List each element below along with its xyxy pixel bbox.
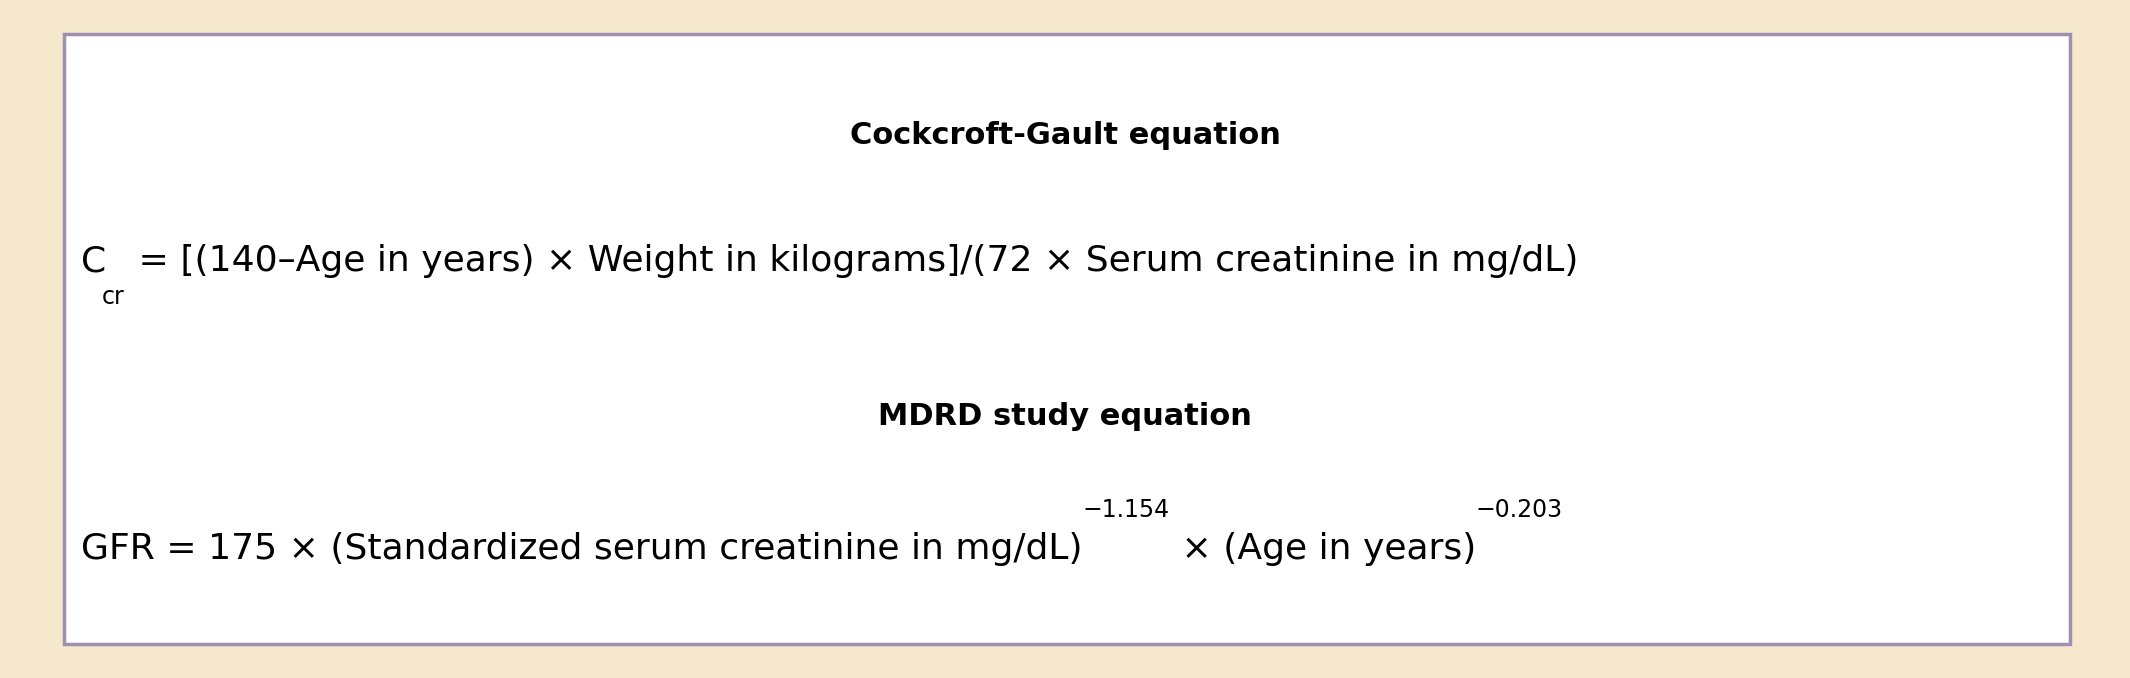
Text: −0.203: −0.203 [1476, 498, 1563, 522]
Text: Cockcroft-Gault equation: Cockcroft-Gault equation [850, 121, 1280, 150]
Text: = [(140–Age in years) × Weight in kilograms]/(72 × Serum creatinine in mg/dL): = [(140–Age in years) × Weight in kilogr… [128, 244, 1578, 278]
Text: × (Age in years): × (Age in years) [1169, 532, 1476, 566]
Text: cr: cr [102, 285, 126, 308]
Text: GFR = 175 × (Standardized serum creatinine in mg/dL): GFR = 175 × (Standardized serum creatini… [81, 532, 1082, 566]
Text: C: C [81, 244, 106, 278]
Text: MDRD study equation: MDRD study equation [878, 403, 1252, 431]
Text: −1.154: −1.154 [1082, 498, 1169, 522]
